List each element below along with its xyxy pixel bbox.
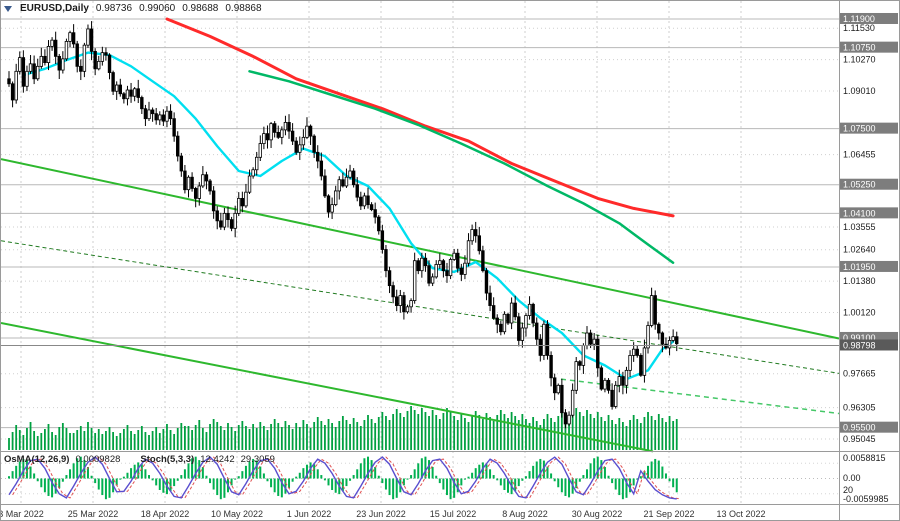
ma-slow-red xyxy=(165,17,675,218)
svg-text:1.07500: 1.07500 xyxy=(843,124,876,134)
svg-text:0.95045: 0.95045 xyxy=(843,434,876,444)
chart-dropdown-icon[interactable] xyxy=(4,5,12,12)
svg-text:-0.0059985: -0.0059985 xyxy=(843,494,889,504)
svg-text:30 Aug 2022: 30 Aug 2022 xyxy=(572,509,623,519)
trendline-channel-upper[interactable] xyxy=(1,158,840,340)
svg-text:1.11900: 1.11900 xyxy=(843,14,875,24)
svg-text:1.00120: 1.00120 xyxy=(843,308,876,318)
svg-text:0.96305: 0.96305 xyxy=(843,403,876,413)
osma-histogram xyxy=(8,456,678,500)
svg-text:1 Jun 2022: 1 Jun 2022 xyxy=(287,509,332,519)
trendline-trend-dashed-dark[interactable] xyxy=(1,240,840,374)
svg-text:23 Jun 2022: 23 Jun 2022 xyxy=(356,509,406,519)
svg-text:1.05250: 1.05250 xyxy=(843,180,876,190)
trendline-channel-lower[interactable] xyxy=(1,322,654,453)
grid-layer xyxy=(1,1,839,504)
svg-text:8 Aug 2022: 8 Aug 2022 xyxy=(502,509,548,519)
svg-text:3 Mar 2022: 3 Mar 2022 xyxy=(1,509,44,519)
svg-text:10 May 2022: 10 May 2022 xyxy=(211,509,263,519)
indicator-axis[interactable]: 0.0058815 0.00 20-0.0059985 xyxy=(843,453,889,504)
svg-text:1.11530: 1.11530 xyxy=(843,23,875,33)
level-lines[interactable] xyxy=(1,18,839,429)
svg-text:0.0058815: 0.0058815 xyxy=(843,453,886,463)
svg-text:1.09010: 1.09010 xyxy=(843,86,876,96)
time-axis[interactable]: 3 Mar 2022 25 Mar 2022 18 Apr 2022 10 May 2… xyxy=(1,509,766,519)
svg-text:1.01950: 1.01950 xyxy=(843,262,876,272)
svg-text:1.10270: 1.10270 xyxy=(843,55,876,65)
svg-text:0.99100: 0.99100 xyxy=(843,333,876,343)
svg-text:1.03555: 1.03555 xyxy=(843,222,876,232)
svg-text:0.97665: 0.97665 xyxy=(843,369,876,379)
svg-text:21 Sep 2022: 21 Sep 2022 xyxy=(643,509,694,519)
svg-text:0.00: 0.00 xyxy=(843,473,861,483)
svg-text:1.04100: 1.04100 xyxy=(843,208,876,218)
svg-text:1.10750: 1.10750 xyxy=(843,43,876,53)
price-axis[interactable]: 1.11530 1.10270 1.09010 1.06455 1.03555 1.026… xyxy=(840,12,898,444)
stoch-line xyxy=(8,456,681,500)
svg-text:1.01380: 1.01380 xyxy=(843,276,876,286)
candles-layer xyxy=(7,21,679,429)
svg-text:1.02640: 1.02640 xyxy=(843,245,876,255)
svg-text:0.95500: 0.95500 xyxy=(843,423,876,433)
svg-text:13 Oct 2022: 13 Oct 2022 xyxy=(716,509,765,519)
svg-text:18 Apr 2022: 18 Apr 2022 xyxy=(141,509,190,519)
svg-text:25 Mar 2022: 25 Mar 2022 xyxy=(68,509,119,519)
ma-mid-green xyxy=(248,70,675,264)
svg-text:20: 20 xyxy=(843,485,853,495)
svg-text:1.06455: 1.06455 xyxy=(843,150,876,160)
svg-text:15 Jul 2022: 15 Jul 2022 xyxy=(430,509,477,519)
svg-text:0.98798: 0.98798 xyxy=(843,340,876,350)
